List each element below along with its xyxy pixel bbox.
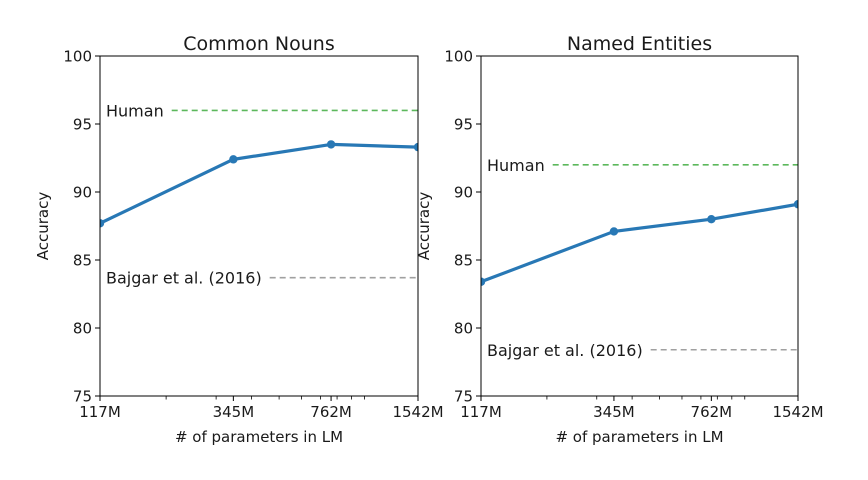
chart-title: Common Nouns bbox=[183, 33, 334, 55]
x-tick-label: 762M bbox=[691, 403, 733, 421]
x-tick-label: 345M bbox=[213, 403, 255, 421]
y-axis-label: Accuracy bbox=[415, 192, 433, 261]
plot-frame bbox=[480, 55, 799, 397]
y-tick-label: 90 bbox=[73, 184, 92, 202]
y-tick-label: 100 bbox=[63, 48, 92, 66]
data-point bbox=[413, 142, 418, 152]
chart-panel-1: Common Nouns 117M 345M 762M 1542M 75 80 85 90 95 1… bbox=[34, 33, 444, 446]
x-tick-label: 345M bbox=[593, 403, 635, 421]
plot-frame bbox=[99, 55, 419, 397]
reference-label: Bajgar et al. (2016) bbox=[106, 269, 262, 288]
series-line bbox=[100, 142, 418, 225]
y-tick-label: 85 bbox=[73, 252, 92, 270]
y-tick-label: 75 bbox=[73, 388, 92, 406]
x-minor-ticks bbox=[546, 396, 746, 400]
y-tick-label: 80 bbox=[454, 320, 473, 338]
x-axis-label: # of parameters in LM bbox=[555, 428, 723, 446]
y-tick-label: 80 bbox=[73, 320, 92, 338]
reference-label: Human bbox=[487, 156, 545, 175]
x-tick-label: 762M bbox=[310, 403, 352, 421]
y-tick-label: 75 bbox=[454, 388, 473, 406]
x-tick-label: 1542M bbox=[392, 403, 443, 421]
data-point bbox=[481, 277, 486, 286]
chart-panel-2: Named Entities 117M 345M 762M 1542M 75 80 85 90 9… bbox=[415, 33, 824, 446]
y-tick-label: 85 bbox=[454, 252, 473, 270]
chart-title: Named Entities bbox=[567, 33, 712, 55]
y-axis-label: Accuracy bbox=[34, 192, 52, 261]
x-tick-label: 117M bbox=[460, 403, 502, 421]
data-point bbox=[100, 219, 105, 228]
y-tick-label: 90 bbox=[454, 184, 473, 202]
y-tick-label: 95 bbox=[73, 116, 92, 134]
x-axis-label: # of parameters in LM bbox=[175, 428, 343, 446]
data-point bbox=[609, 227, 619, 236]
y-tick-label: 100 bbox=[444, 48, 473, 66]
reference-label: Human bbox=[106, 101, 164, 120]
x-tick-label: 1542M bbox=[772, 403, 823, 421]
reference-label: Bajgar et al. (2016) bbox=[487, 341, 643, 360]
data-point bbox=[229, 155, 238, 164]
data-point bbox=[793, 200, 798, 209]
data-point bbox=[326, 140, 336, 149]
data-point bbox=[707, 215, 716, 224]
x-minor-ticks bbox=[165, 396, 365, 400]
series-line bbox=[481, 202, 798, 284]
y-tick-label: 95 bbox=[454, 116, 473, 134]
x-tick-label: 117M bbox=[79, 403, 121, 421]
